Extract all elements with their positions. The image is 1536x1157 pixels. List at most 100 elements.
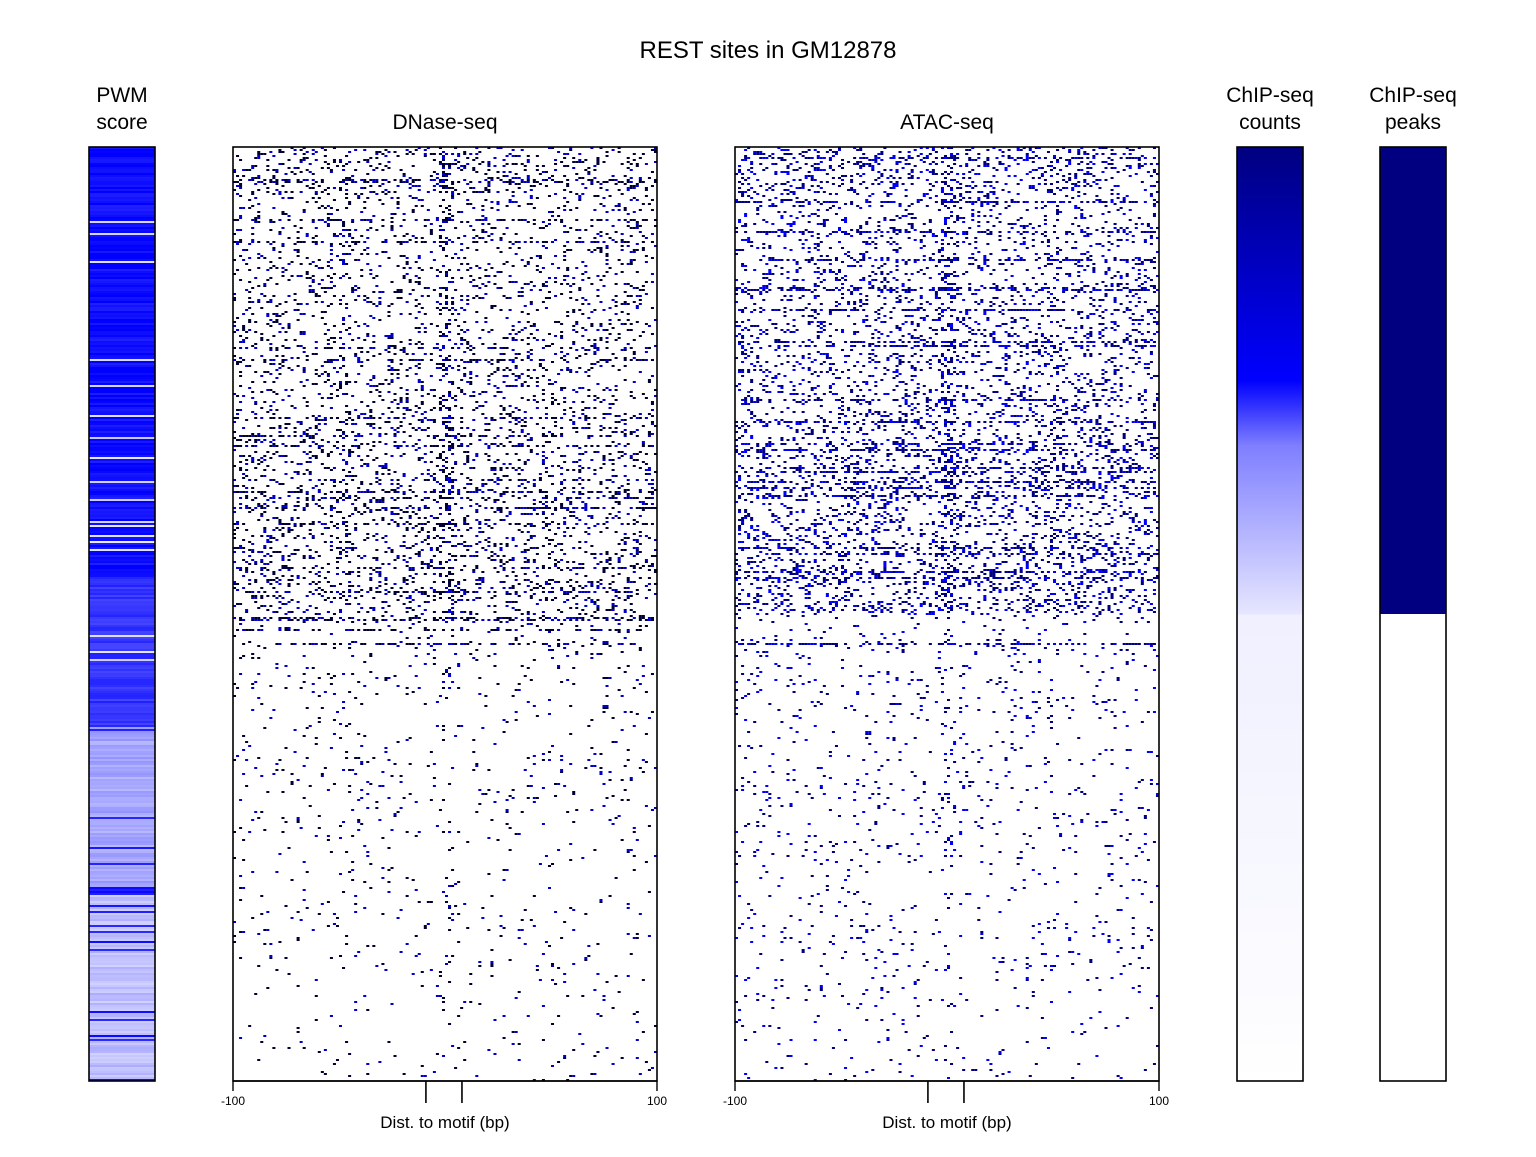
cut-cell [275,183,279,185]
pwm-row [89,331,155,333]
cut-cell [284,173,288,175]
cut-cell [326,467,330,469]
cut-cell [523,417,527,419]
cut-cell [620,567,624,569]
cut-cell [538,473,542,475]
cut-cell [329,397,333,399]
cut-cell [399,169,403,171]
pwm-row [89,893,155,895]
cut-cell [551,211,555,213]
cut-cell [614,295,618,297]
cut-cell [432,479,436,481]
cut-cell [242,455,246,457]
pwm-row [89,373,155,375]
cut-cell [432,185,436,187]
cut-cell [311,537,315,539]
cut-cell [569,591,573,593]
cut-cell [351,467,355,469]
cut-cell [272,445,276,447]
cut-cell [451,523,455,525]
cut-cell [438,237,442,239]
cut-cell [366,263,370,265]
cut-cell [478,181,482,183]
cut-cell [254,507,258,509]
cut-cell [399,243,403,245]
cut-cell [541,245,545,247]
pwm-row [89,311,155,313]
cut-cell [596,163,600,165]
cut-cell [502,347,506,349]
cut-cell [417,179,421,181]
cut-cell [469,499,473,501]
cut-cell [526,263,530,265]
cut-cell [342,591,346,593]
cut-cell [557,465,561,467]
cut-cell [566,249,570,251]
pwm-row [89,1035,155,1037]
pwm-row [89,293,155,295]
cut-cell [441,423,445,425]
cut-cell [269,497,273,499]
cut-cell [578,471,582,473]
cut-cell [342,517,346,519]
cut-cell [520,507,524,509]
cut-cell [275,305,279,307]
cut-cell [554,507,558,509]
cut-cell [647,491,651,493]
cut-cell [432,573,436,575]
cut-cell [254,197,258,199]
cut-cell [608,563,612,565]
cut-cell [623,303,627,305]
cut-cell [463,555,467,557]
cut-cell [626,495,630,497]
cut-cell [581,487,585,489]
cut-cell [269,583,273,585]
cut-cell [305,355,309,357]
pwm-row [89,441,155,443]
cut-cell [541,459,545,461]
cut-cell [602,399,606,401]
cut-cell [278,551,282,553]
cut-cell [644,535,648,537]
cut-cell [402,581,406,583]
pwm-row [89,231,155,233]
cut-cell [281,505,285,507]
cut-cell [514,523,518,525]
cut-cell [638,417,642,419]
cut-cell [593,339,597,341]
cut-cell [233,587,237,589]
cut-cell [345,197,349,199]
cut-cell [448,497,452,499]
cut-cell [617,559,621,561]
cut-cell [505,537,509,539]
cut-cell [239,461,243,463]
cut-cell [351,395,355,397]
cut-cell [490,467,494,469]
cut-cell [593,407,597,409]
cut-cell [360,491,364,493]
pwm-row [89,991,155,993]
cut-cell [620,349,624,351]
cut-cell [557,267,561,269]
cut-cell [320,205,324,207]
pwm-row [89,209,155,211]
cut-cell [396,523,400,525]
cut-cell [381,291,385,293]
pwm-row [89,747,155,749]
cut-cell [260,339,264,341]
cut-cell [632,227,636,229]
cut-cell [402,559,406,561]
pwm-row [89,1063,155,1065]
cut-cell [463,153,467,155]
cut-cell [260,513,264,515]
cut-cell [366,173,370,175]
cut-cell [547,345,551,347]
cut-cell [251,535,255,537]
cut-cell [635,453,639,455]
cut-cell [653,345,657,347]
cut-cell [248,329,252,331]
cut-cell [475,361,479,363]
cut-cell [320,267,324,269]
cut-cell [466,529,470,531]
cut-cell [339,367,343,369]
